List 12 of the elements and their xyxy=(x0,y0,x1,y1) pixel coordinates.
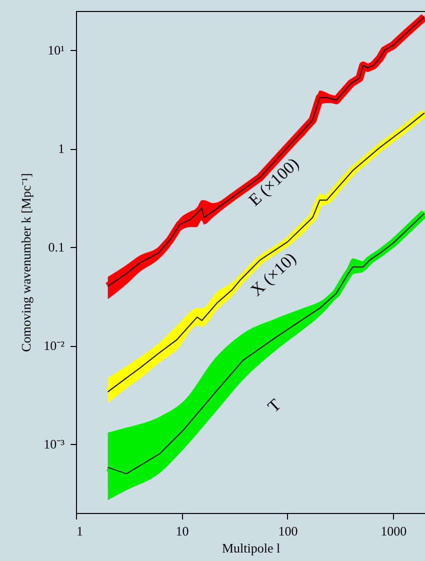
x-tick-label: 1000 xyxy=(380,524,407,538)
y-tick-label: 10⁻³ xyxy=(44,436,65,452)
x-tick-label: 100 xyxy=(278,524,298,538)
y-tick-label: 10¹ xyxy=(48,42,65,58)
y-tick-label: 1 xyxy=(58,141,64,156)
y-axis-title: Comoving wavenumber k [Mpc⁻¹] xyxy=(18,173,34,352)
text: T xyxy=(264,394,286,416)
y-tick-label: 0.1 xyxy=(48,240,64,255)
y-tick-label: 10⁻² xyxy=(44,338,65,354)
x-tick-label: 1 xyxy=(76,524,83,538)
x-axis-title: Multipole l xyxy=(222,540,280,556)
x-tick-label: 10 xyxy=(176,524,189,538)
